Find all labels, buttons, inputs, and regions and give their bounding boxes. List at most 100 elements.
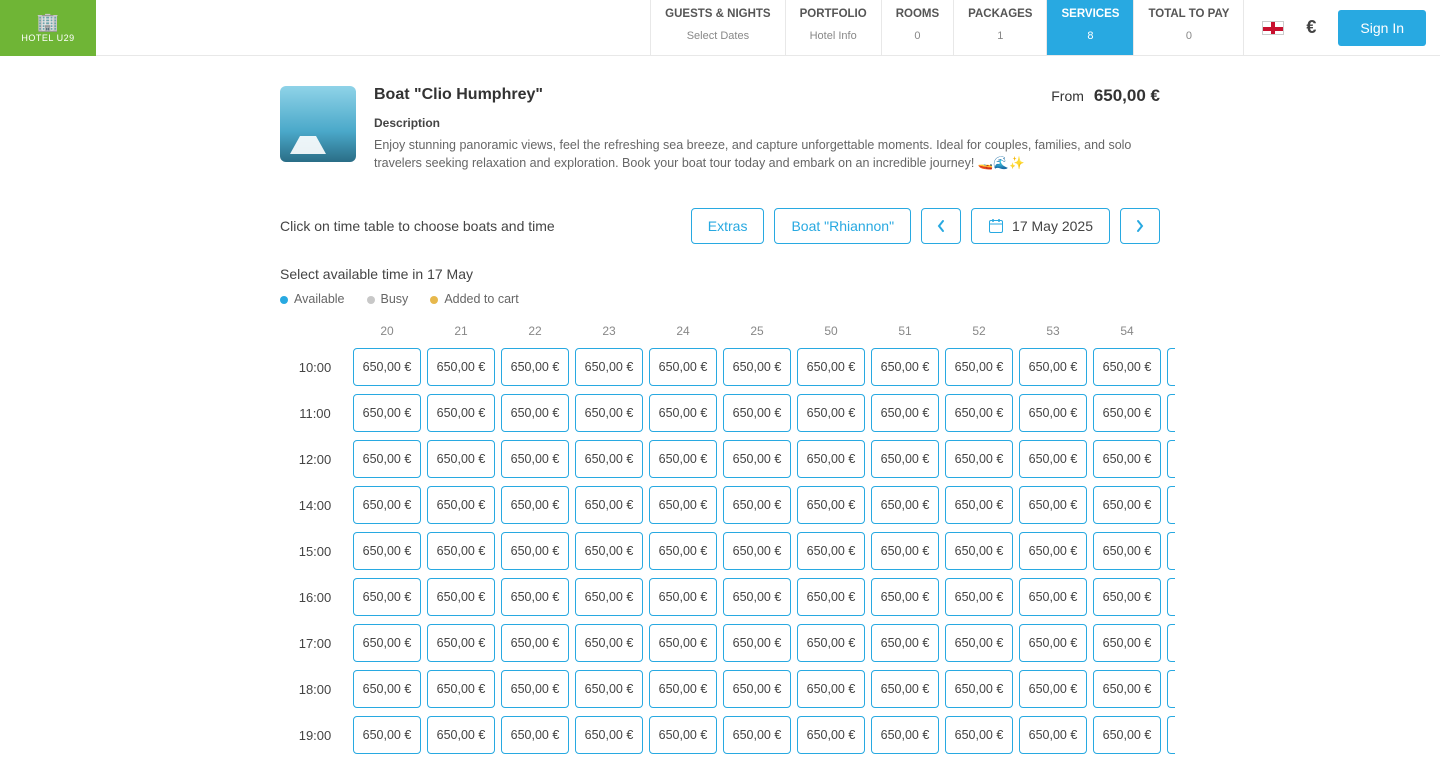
timetable-slot[interactable]: 650,00 € [649, 486, 717, 524]
timetable-slot[interactable]: 650,00 € [945, 532, 1013, 570]
timetable-slot[interactable]: 650,00 € [649, 348, 717, 386]
extras-dropdown[interactable]: Extras [691, 208, 765, 244]
timetable-slot[interactable]: 650,00 € [353, 670, 421, 708]
language-flag-icon[interactable] [1262, 21, 1284, 35]
timetable-slot[interactable]: 650,00 € [1093, 348, 1161, 386]
timetable-slot-overflow[interactable] [1167, 348, 1175, 386]
timetable-slot[interactable]: 650,00 € [723, 578, 791, 616]
timetable-slot[interactable]: 650,00 € [575, 578, 643, 616]
timetable-slot[interactable]: 650,00 € [797, 578, 865, 616]
timetable-slot[interactable]: 650,00 € [1093, 716, 1161, 754]
timetable-slot[interactable]: 650,00 € [501, 716, 569, 754]
timetable-slot[interactable]: 650,00 € [501, 394, 569, 432]
timetable-slot[interactable]: 650,00 € [871, 532, 939, 570]
timetable-slot[interactable]: 650,00 € [1019, 532, 1087, 570]
timetable-slot[interactable]: 650,00 € [797, 394, 865, 432]
timetable-slot-overflow[interactable] [1167, 486, 1175, 524]
timetable-slot[interactable]: 650,00 € [871, 348, 939, 386]
timetable-slot[interactable]: 650,00 € [797, 624, 865, 662]
timetable-slot[interactable]: 650,00 € [427, 624, 495, 662]
timetable-slot[interactable]: 650,00 € [649, 394, 717, 432]
timetable-slot[interactable]: 650,00 € [427, 716, 495, 754]
nav-tab-portfolio[interactable]: PORTFOLIOHotel Info [785, 0, 881, 55]
timetable-slot[interactable]: 650,00 € [797, 532, 865, 570]
brand-logo[interactable]: 🏢 HOTEL U29 [0, 0, 96, 56]
timetable-slot[interactable]: 650,00 € [723, 348, 791, 386]
timetable-slot[interactable]: 650,00 € [1019, 716, 1087, 754]
timetable-slot[interactable]: 650,00 € [723, 532, 791, 570]
timetable-slot[interactable]: 650,00 € [353, 440, 421, 478]
timetable-slot[interactable]: 650,00 € [871, 440, 939, 478]
timetable-slot[interactable]: 650,00 € [353, 394, 421, 432]
timetable-slot[interactable]: 650,00 € [1093, 440, 1161, 478]
timetable-slot[interactable]: 650,00 € [1093, 394, 1161, 432]
timetable-slot[interactable]: 650,00 € [945, 440, 1013, 478]
timetable-slot[interactable]: 650,00 € [649, 578, 717, 616]
timetable-slot[interactable]: 650,00 € [501, 532, 569, 570]
timetable-slot[interactable]: 650,00 € [871, 486, 939, 524]
nav-tab-packages[interactable]: PACKAGES1 [953, 0, 1046, 55]
timetable-slot[interactable]: 650,00 € [427, 348, 495, 386]
timetable-slot[interactable]: 650,00 € [575, 348, 643, 386]
nav-tab-rooms[interactable]: ROOMS0 [881, 0, 953, 55]
timetable-slot-overflow[interactable] [1167, 578, 1175, 616]
timetable-slot[interactable]: 650,00 € [1093, 670, 1161, 708]
timetable-slot[interactable]: 650,00 € [945, 486, 1013, 524]
timetable-slot[interactable]: 650,00 € [353, 486, 421, 524]
boat-dropdown[interactable]: Boat "Rhiannon" [774, 208, 911, 244]
timetable-slot[interactable]: 650,00 € [649, 532, 717, 570]
timetable-slot[interactable]: 650,00 € [871, 394, 939, 432]
timetable-slot[interactable]: 650,00 € [723, 624, 791, 662]
timetable-slot[interactable]: 650,00 € [871, 716, 939, 754]
timetable-slot[interactable]: 650,00 € [723, 670, 791, 708]
timetable-slot[interactable]: 650,00 € [649, 624, 717, 662]
timetable-slot[interactable]: 650,00 € [649, 716, 717, 754]
timetable-slot[interactable]: 650,00 € [797, 348, 865, 386]
timetable-slot[interactable]: 650,00 € [501, 440, 569, 478]
timetable-slot[interactable]: 650,00 € [427, 578, 495, 616]
timetable-slot[interactable]: 650,00 € [1019, 440, 1087, 478]
timetable-slot[interactable]: 650,00 € [871, 624, 939, 662]
timetable-slot[interactable]: 650,00 € [575, 532, 643, 570]
timetable-slot[interactable]: 650,00 € [353, 624, 421, 662]
timetable-slot[interactable]: 650,00 € [1019, 670, 1087, 708]
timetable-slot[interactable]: 650,00 € [575, 624, 643, 662]
timetable-slot[interactable]: 650,00 € [797, 486, 865, 524]
timetable-slot[interactable]: 650,00 € [1093, 578, 1161, 616]
timetable-slot[interactable]: 650,00 € [501, 578, 569, 616]
timetable-slot[interactable]: 650,00 € [575, 440, 643, 478]
timetable-slot[interactable]: 650,00 € [427, 486, 495, 524]
nav-tab-total-to-pay[interactable]: TOTAL TO PAY0 [1133, 0, 1243, 55]
timetable-slot[interactable]: 650,00 € [1019, 394, 1087, 432]
timetable-slot[interactable]: 650,00 € [1093, 486, 1161, 524]
timetable-slot-overflow[interactable] [1167, 716, 1175, 754]
timetable-slot[interactable]: 650,00 € [945, 670, 1013, 708]
date-picker[interactable]: 17 May 2025 [971, 208, 1110, 244]
timetable-slot-overflow[interactable] [1167, 394, 1175, 432]
nav-tab-guests-nights[interactable]: GUESTS & NIGHTSSelect Dates [650, 0, 784, 55]
timetable-slot[interactable]: 650,00 € [501, 486, 569, 524]
timetable-slot[interactable]: 650,00 € [649, 440, 717, 478]
timetable-slot[interactable]: 650,00 € [945, 348, 1013, 386]
next-date-button[interactable] [1120, 208, 1160, 244]
timetable-slot[interactable]: 650,00 € [945, 716, 1013, 754]
timetable-slot[interactable]: 650,00 € [353, 716, 421, 754]
timetable-slot[interactable]: 650,00 € [945, 394, 1013, 432]
timetable-slot[interactable]: 650,00 € [797, 670, 865, 708]
timetable-slot[interactable]: 650,00 € [353, 348, 421, 386]
timetable-slot[interactable]: 650,00 € [501, 624, 569, 662]
timetable-slot[interactable]: 650,00 € [1019, 578, 1087, 616]
timetable-slot[interactable]: 650,00 € [871, 578, 939, 616]
timetable-slot[interactable]: 650,00 € [575, 670, 643, 708]
timetable-slot[interactable]: 650,00 € [427, 532, 495, 570]
timetable-slot-overflow[interactable] [1167, 532, 1175, 570]
timetable-slot[interactable]: 650,00 € [723, 440, 791, 478]
timetable-slot[interactable]: 650,00 € [1093, 532, 1161, 570]
timetable-slot[interactable]: 650,00 € [1019, 624, 1087, 662]
timetable-slot[interactable]: 650,00 € [1019, 348, 1087, 386]
timetable-slot[interactable]: 650,00 € [649, 670, 717, 708]
timetable-slot[interactable]: 650,00 € [427, 394, 495, 432]
timetable-slot-overflow[interactable] [1167, 670, 1175, 708]
timetable-slot-overflow[interactable] [1167, 440, 1175, 478]
timetable-slot[interactable]: 650,00 € [501, 348, 569, 386]
